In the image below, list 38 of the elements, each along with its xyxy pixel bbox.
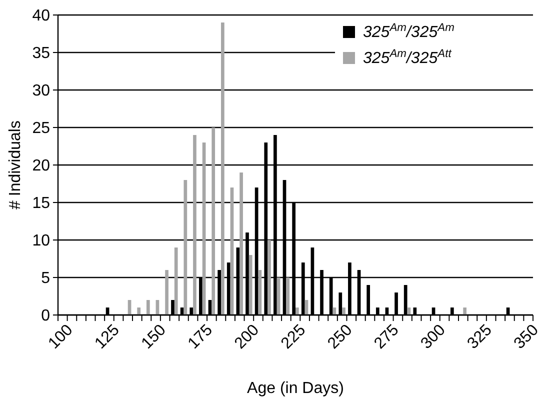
bar xyxy=(193,135,196,315)
bar xyxy=(258,270,262,315)
bar xyxy=(146,300,150,315)
bar xyxy=(220,22,224,315)
x-tick-label: 175 xyxy=(185,322,216,352)
bar xyxy=(286,278,290,315)
y-tick-label: 15 xyxy=(32,195,50,212)
bar xyxy=(342,308,346,315)
x-tick-label: 325 xyxy=(464,322,496,352)
x-tick-label: 250 xyxy=(324,322,356,352)
y-tick-label: 5 xyxy=(41,270,50,288)
x-tick-label: 350 xyxy=(511,322,542,352)
x-tick-label: 300 xyxy=(418,322,449,352)
y-tick-label: 30 xyxy=(32,82,50,100)
x-tick-label: 275 xyxy=(371,322,402,352)
x-tick-label: 225 xyxy=(278,322,310,352)
bar xyxy=(296,308,299,315)
bar xyxy=(463,308,466,315)
bar xyxy=(268,240,271,315)
y-tick-label: 20 xyxy=(32,158,50,175)
bar xyxy=(174,248,178,315)
bar xyxy=(248,255,252,315)
bar xyxy=(137,308,141,315)
y-tick-label: 40 xyxy=(32,8,50,25)
y-tick-label: 35 xyxy=(32,45,50,62)
x-tick-label: 200 xyxy=(232,322,263,352)
bar xyxy=(165,270,168,315)
legend-label: 325$^{Am}$/325$^{Att}$ xyxy=(363,48,452,67)
x-tick-label: 150 xyxy=(138,322,170,352)
bar xyxy=(184,180,188,315)
y-tick-label: 25 xyxy=(32,120,50,138)
x-axis-title: Age (in Days) xyxy=(247,380,344,397)
bar xyxy=(240,172,243,315)
legend-label: 325$^{Am}$/325$^{Am}$ xyxy=(363,22,454,41)
bar xyxy=(212,128,216,315)
x-tick-label: 125 xyxy=(92,322,123,352)
y-tick-label: 10 xyxy=(32,232,50,250)
y-axis-title: # Individuals xyxy=(7,120,24,210)
